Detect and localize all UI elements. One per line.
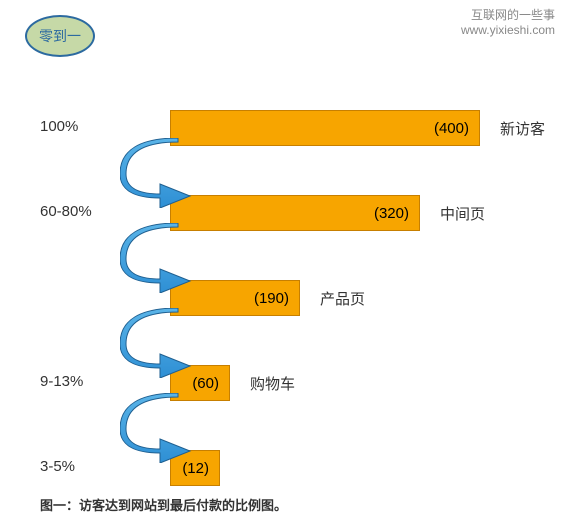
percent-label: 3-5% xyxy=(40,458,75,475)
funnel-bar: (400) xyxy=(170,110,480,146)
flow-arrow-icon xyxy=(120,393,200,468)
badge-ellipse: 零到一 xyxy=(25,15,95,57)
percent-label: 100% xyxy=(40,118,78,135)
stage-label: 中间页 xyxy=(440,203,485,224)
badge-text: 零到一 xyxy=(39,26,81,46)
funnel-diagram: 零到一 互联网的一些事 www.yixieshi.com 100% (400) 新访… xyxy=(0,0,565,520)
stage-label: 新访客 xyxy=(500,118,545,139)
stage-label: 购物车 xyxy=(250,373,295,394)
flow-arrow-icon xyxy=(120,223,200,298)
site-line1: 互联网的一些事 xyxy=(461,6,555,23)
flow-arrow-icon xyxy=(120,308,200,383)
flow-arrow-icon xyxy=(120,138,200,213)
funnel-bar: (320) xyxy=(170,195,420,231)
figure-caption: 图一：访客达到网站到最后付款的比例图。 xyxy=(40,495,287,514)
percent-label: 9-13% xyxy=(40,373,83,390)
percent-label: 60-80% xyxy=(40,203,92,220)
site-line2: www.yixieshi.com xyxy=(461,23,555,37)
site-credit: 互联网的一些事 www.yixieshi.com xyxy=(461,6,555,37)
stage-label: 产品页 xyxy=(320,288,365,309)
